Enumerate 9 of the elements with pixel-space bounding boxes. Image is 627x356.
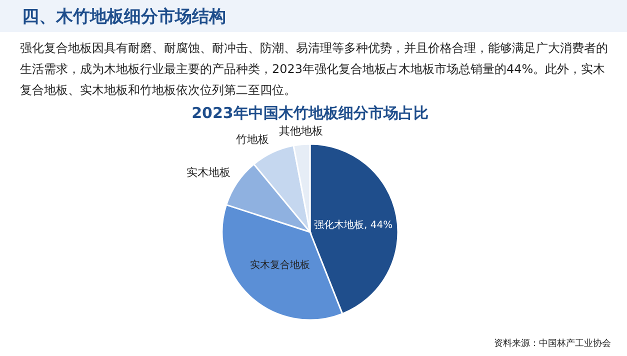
text: 四、木竹地板细分市场结构 [22,6,226,28]
slice-label: 其他地板 [278,124,323,138]
chart-title: 2023年中国木竹地板细分市场占比 [192,104,428,122]
slice-label: 竹地板 [236,133,270,146]
slice-label: 强化木地板, 44% [314,218,393,231]
text: 资料来源：中国林产工业协会 [494,338,611,350]
slice-label: 实木地板 [186,166,231,180]
text: 强化复合地板因具有耐磨、耐腐蚀、耐冲击、防潮、易清理等多种优势，并且价格合理，能够满足广大消费者的生活需求，成为木地板行业最主要的产品种类，2023年强化复合地板占木地板市场总销量的44%。此外，实木复合地板、实木地板和竹地板依次位列第二至四位。 [20,40,609,99]
slice-label: 实木复合地板 [250,259,310,272]
